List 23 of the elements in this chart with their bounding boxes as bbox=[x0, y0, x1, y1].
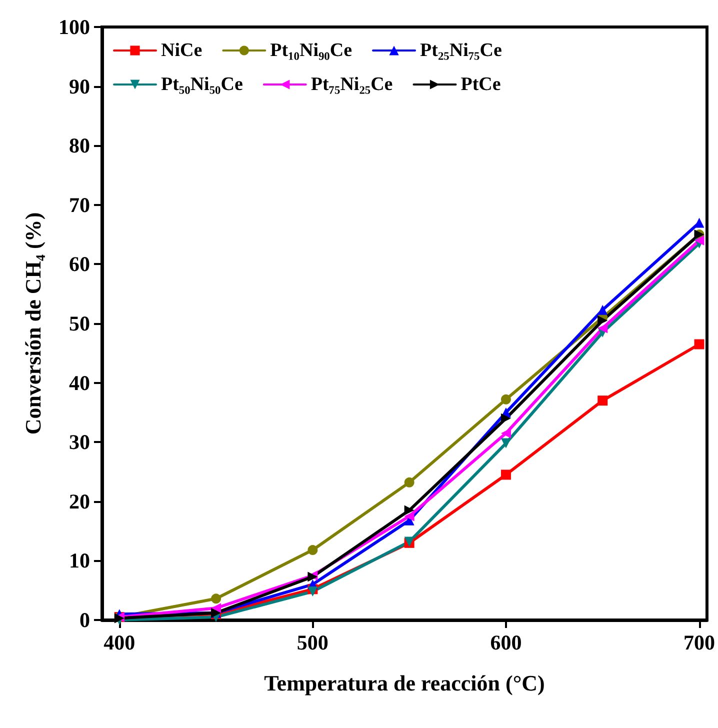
y-tick-label: 10 bbox=[69, 548, 90, 573]
legend-label: PtCe bbox=[460, 74, 501, 95]
y-tick-label: 30 bbox=[69, 430, 90, 454]
x-tick-label: 500 bbox=[296, 630, 328, 654]
y-tick-label: 60 bbox=[69, 252, 90, 276]
x-tick-label: 400 bbox=[104, 630, 136, 654]
y-tick-label: 100 bbox=[58, 15, 90, 39]
y-axis-title: Conversión de CH₄ (%) bbox=[20, 212, 46, 435]
y-tick-label: 80 bbox=[69, 134, 90, 158]
y-tick-label: 90 bbox=[69, 74, 90, 98]
x-tick-label: 700 bbox=[684, 630, 715, 654]
x-tick-label: 600 bbox=[490, 630, 522, 654]
y-tick-label: 20 bbox=[69, 489, 90, 514]
legend-label: Pt₂₅Ni₇₅Ce bbox=[420, 40, 502, 61]
legend-label: Pt₅₀Ni₅₀Ce bbox=[161, 74, 243, 95]
x-axis-title: Temperatura de reacción (°C) bbox=[264, 670, 545, 696]
legend-label: NiCe bbox=[161, 40, 202, 61]
y-tick-label: 0 bbox=[80, 608, 90, 632]
y-tick-label: 50 bbox=[69, 312, 90, 336]
y-tick-label: 70 bbox=[69, 192, 90, 217]
legend-label: Pt₁₀Ni₉₀Ce bbox=[270, 40, 352, 61]
legend-label: Pt₇₅Ni₂₅Ce bbox=[310, 74, 393, 95]
y-tick-label: 40 bbox=[69, 370, 90, 395]
